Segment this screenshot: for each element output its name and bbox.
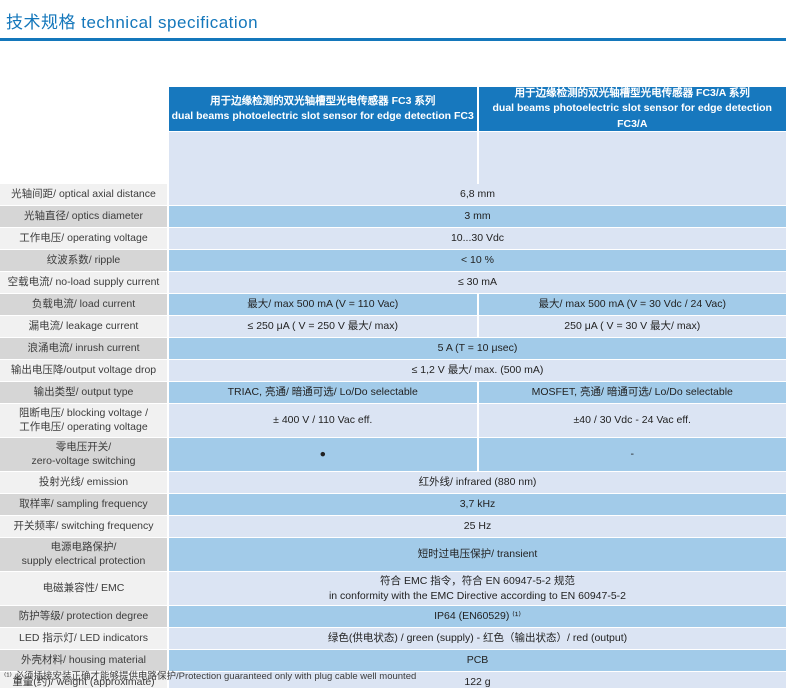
column-header-fc3a-en: dual beams photoelectric slot sensor for… [492, 102, 772, 130]
row-label: 取样率/ sampling frequency [0, 494, 167, 515]
table-row: 重量(约)/ weight (approximate) 122 g [0, 672, 786, 688]
row-value: < 10 % [169, 250, 786, 271]
table-row: 电磁兼容性/ EMC 符合 EMC 指令，符合 EN 60947-5-2 规范 … [0, 572, 786, 605]
table-row: LED 指示灯/ LED indicators 绿色(供电状态) / green… [0, 628, 786, 649]
row-label: 外壳材料/ housing material [0, 650, 167, 671]
table-row: 输出电压降/output voltage drop ≤ 1,2 V 最大/ ma… [0, 360, 786, 381]
footnote: ⁽¹⁾ 必须插接安装正确才能够提供电路保护/Protection guarant… [4, 671, 417, 682]
column-header-fc3-en: dual beams photoelectric slot sensor for… [171, 110, 474, 122]
table-row: 漏电流/ leakage current ≤ 250 μA ( V = 250 … [0, 316, 786, 337]
table-row: 阻断电压/ blocking voltage / 工作电压/ operating… [0, 404, 786, 437]
table-row: 光轴间距/ optical axial distance 6,8 mm [0, 184, 786, 205]
row-value-fc3a: 最大/ max 500 mA (V = 30 Vdc / 24 Vac) [478, 294, 786, 315]
row-value: 3 mm [169, 206, 786, 227]
table-row: 浪涌电流/ inrush current 5 A (T = 10 μsec) [0, 338, 786, 359]
column-header-fc3a-zh: 用于边缘检测的双光轴槽型光电传感器 FC3/A 系列 [514, 87, 750, 100]
row-label: 重量(约)/ weight (approximate) [0, 672, 167, 688]
row-value: IP64 (EN60529) ⁽¹⁾ [169, 606, 786, 627]
table-row: 电源电路保护/ supply electrical protection 短时过… [0, 538, 786, 571]
row-value: ≤ 30 mA [169, 272, 786, 293]
spec-table: 用于边缘检测的双光轴槽型光电传感器 FC3 系列 dual beams phot… [0, 87, 786, 688]
table-row: 纹波系数/ ripple < 10 % [0, 250, 786, 271]
row-value-fc3a: MOSFET, 亮通/ 暗通可选/ Lo/Do selectable [478, 382, 786, 403]
table-row: 投射光线/ emission 红外线/ infrared (880 nm) [0, 472, 786, 493]
row-label: 电源电路保护/ supply electrical protection [0, 538, 167, 571]
row-label: 光轴直径/ optics diameter [0, 206, 167, 227]
title-rule [0, 38, 786, 41]
row-value: 3,7 kHz [169, 494, 786, 515]
row-label: 负载电流/ load current [0, 294, 167, 315]
row-value-fc3: ± 400 V / 110 Vac eff. [169, 404, 477, 437]
table-row: 防护等级/ protection degree IP64 (EN60529) ⁽… [0, 606, 786, 627]
column-header-fc3: 用于边缘检测的双光轴槽型光电传感器 FC3 系列 dual beams phot… [169, 87, 477, 131]
table-row: 空载电流/ no-load supply current ≤ 30 mA [0, 272, 786, 293]
row-label: 纹波系数/ ripple [0, 250, 167, 271]
row-label: 阻断电压/ blocking voltage / 工作电压/ operating… [0, 404, 167, 437]
table-row: 负载电流/ load current 最大/ max 500 mA (V = 1… [0, 294, 786, 315]
row-label: 防护等级/ protection degree [0, 606, 167, 627]
row-value: PCB [169, 650, 786, 671]
row-label: 浪涌电流/ inrush current [0, 338, 167, 359]
row-value: 绿色(供电状态) / green (supply) - 红色（输出状态）/ re… [169, 628, 786, 649]
row-label: 电磁兼容性/ EMC [0, 572, 167, 605]
column-header-fc3-zh: 用于边缘检测的双光轴槽型光电传感器 FC3 系列 [210, 94, 436, 107]
table-row: 外壳材料/ housing material PCB [0, 650, 786, 671]
column-header-fc3a: 用于边缘检测的双光轴槽型光电传感器 FC3/A 系列 dual beams ph… [478, 87, 786, 131]
empty-strip [0, 132, 786, 184]
table-row: 开关频率/ switching frequency 25 Hz [0, 516, 786, 537]
row-label: 漏电流/ leakage current [0, 316, 167, 337]
table-row: 工作电压/ operating voltage 10...30 Vdc [0, 228, 786, 249]
row-value: 6,8 mm [169, 184, 786, 205]
table-header-row: 用于边缘检测的双光轴槽型光电传感器 FC3 系列 dual beams phot… [0, 87, 786, 131]
header-corner [0, 87, 167, 131]
row-label: 空载电流/ no-load supply current [0, 272, 167, 293]
row-label: 投射光线/ emission [0, 472, 167, 493]
table-row: 输出类型/ output type TRIAC, 亮通/ 暗通可选/ Lo/Do… [0, 382, 786, 403]
row-value: 10...30 Vdc [169, 228, 786, 249]
row-value: 红外线/ infrared (880 nm) [169, 472, 786, 493]
row-value-fc3: ● [169, 438, 477, 471]
row-value-fc3a: - [478, 438, 786, 471]
table-row: 取样率/ sampling frequency 3,7 kHz [0, 494, 786, 515]
row-value-fc3: ≤ 250 μA ( V = 250 V 最大/ max) [169, 316, 477, 337]
row-value-fc3a: 250 μA ( V = 30 V 最大/ max) [478, 316, 786, 337]
row-value: ≤ 1,2 V 最大/ max. (500 mA) [169, 360, 786, 381]
table-row: 零电压开关/ zero-voltage switching ● - [0, 438, 786, 471]
row-value-fc3: 最大/ max 500 mA (V = 110 Vac) [169, 294, 477, 315]
strip-corner [0, 132, 167, 184]
row-value: 符合 EMC 指令，符合 EN 60947-5-2 规范 in conformi… [169, 572, 786, 605]
row-value: 短时过电压保护/ transient [169, 538, 786, 571]
table-row: 光轴直径/ optics diameter 3 mm [0, 206, 786, 227]
row-label: 工作电压/ operating voltage [0, 228, 167, 249]
row-label: 输出类型/ output type [0, 382, 167, 403]
row-value-fc3: TRIAC, 亮通/ 暗通可选/ Lo/Do selectable [169, 382, 477, 403]
row-value: 122 g [169, 672, 786, 688]
strip-cell-fc3a [478, 132, 786, 184]
row-value: 5 A (T = 10 μsec) [169, 338, 786, 359]
strip-cell-fc3 [169, 132, 477, 184]
row-value-fc3a: ±40 / 30 Vdc - 24 Vac eff. [478, 404, 786, 437]
row-label: 零电压开关/ zero-voltage switching [0, 438, 167, 471]
page-title: 技术规格 technical specification [6, 13, 259, 32]
row-value: 25 Hz [169, 516, 786, 537]
row-label: LED 指示灯/ LED indicators [0, 628, 167, 649]
row-label: 输出电压降/output voltage drop [0, 360, 167, 381]
row-label: 开关频率/ switching frequency [0, 516, 167, 537]
row-label: 光轴间距/ optical axial distance [0, 184, 167, 205]
